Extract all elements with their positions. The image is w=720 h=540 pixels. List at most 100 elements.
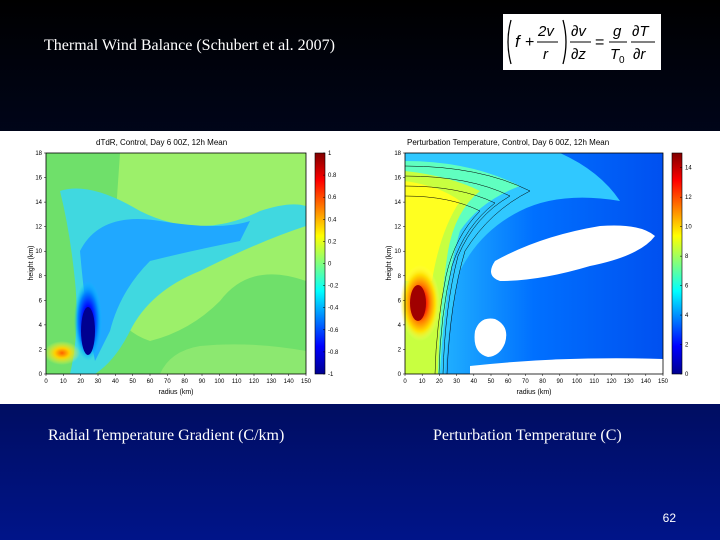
x-tick-label: 20 (77, 379, 84, 385)
x-tick-label: 80 (181, 379, 188, 385)
x-tick-label: 0 (403, 379, 407, 385)
eq-dr: ∂r (633, 46, 646, 63)
caption-perturbation-temp: Perturbation Temperature (C) (433, 427, 622, 444)
right-colorbar-ticks: 0 2 4 6 8 10 12 14 (680, 166, 692, 378)
right-xlabel: radius (km) (516, 389, 551, 396)
x-tick-label: 60 (505, 379, 512, 385)
y-tick-label: 10 (35, 249, 42, 255)
left-paren (507, 19, 512, 65)
figure-svg: dTdR, Control, Day 6 00Z, 12h Mean 0 10 20… (28, 138, 692, 396)
left-plot-frame (45, 152, 307, 375)
colorbar-tick-label: 0.4 (328, 217, 337, 223)
right-y-ticks: 0 2 4 6 8 10 12 14 16 18 (394, 151, 405, 378)
x-tick-label: 10 (60, 379, 67, 385)
equation-svg: f + 2v r ∂v ∂z = g T 0 ∂T ∂r (507, 19, 655, 66)
colorbar-tick-label: 1 (328, 151, 332, 157)
x-tick-label: 90 (199, 379, 206, 385)
y-tick-label: 4 (39, 323, 43, 329)
right-colorbar (671, 152, 683, 375)
y-tick-label: 12 (394, 225, 401, 231)
x-tick-label: 60 (147, 379, 154, 385)
x-tick-label: 150 (301, 379, 312, 385)
y-tick-label: 0 (39, 372, 43, 378)
left-plot: dTdR, Control, Day 6 00Z, 12h Mean 0 10 20… (28, 138, 339, 396)
x-tick-label: 80 (539, 379, 546, 385)
right-missing-upper (491, 225, 655, 281)
right-plot: Perturbation Temperature, Control, Day 6… (386, 138, 692, 396)
eq-2v: 2v (537, 23, 555, 40)
eq-dT: ∂T (632, 23, 650, 40)
caption-radial-gradient: Radial Temperature Gradient (C/km) (48, 427, 285, 444)
right-ylabel: height (km) (386, 245, 393, 280)
eq-dv: ∂v (571, 23, 587, 40)
left-y-ticks: 0 2 4 6 8 10 12 14 16 18 (35, 151, 46, 378)
x-tick-label: 70 (164, 379, 171, 385)
eq-equals: = (595, 34, 604, 51)
colorbar-tick-label: 12 (685, 195, 692, 201)
x-tick-label: 40 (112, 379, 119, 385)
y-tick-label: 16 (394, 176, 401, 182)
eq-g: g (613, 23, 622, 40)
y-tick-label: 8 (398, 274, 402, 280)
y-tick-label: 14 (35, 200, 42, 206)
y-tick-label: 8 (39, 274, 43, 280)
right-warm-core-center (410, 285, 426, 321)
right-x-ticks: 0 10 20 30 40 50 60 70 80 90 100 110 120 130 140 150 (403, 374, 669, 385)
y-tick-label: 12 (35, 225, 42, 231)
x-tick-label: 100 (214, 379, 225, 385)
eq-dz: ∂z (571, 46, 586, 63)
x-tick-label: 100 (572, 379, 583, 385)
x-tick-label: 110 (232, 379, 242, 385)
colorbar-tick-label: 0.8 (328, 173, 337, 179)
x-tick-label: 120 (606, 379, 617, 385)
y-tick-label: 4 (398, 323, 402, 329)
y-tick-label: 6 (39, 298, 43, 304)
left-positive-surface (44, 341, 80, 365)
y-tick-label: 10 (394, 249, 401, 255)
eq-f: f (515, 32, 522, 51)
right-missing-surface (470, 358, 663, 374)
left-colorbar-ticks: -1 -0.8 -0.6 -0.4 -0.2 0 0.2 0.4 0.6 0.8 1 (323, 151, 339, 378)
left-plot-title: dTdR, Control, Day 6 00Z, 12h Mean (96, 138, 227, 147)
colorbar-tick-label: -0.8 (328, 350, 339, 356)
x-tick-label: 130 (624, 379, 635, 385)
right-plot-frame (404, 152, 664, 375)
eq-T0-sub: 0 (619, 55, 625, 66)
x-tick-label: 150 (658, 379, 669, 385)
left-lower-region (160, 344, 306, 374)
colorbar-tick-label: 0 (328, 262, 332, 268)
x-tick-label: 130 (266, 379, 277, 385)
y-tick-label: 0 (398, 372, 402, 378)
colorbar-tick-label: 0.2 (328, 239, 337, 245)
eq-r: r (543, 46, 549, 63)
eq-T0-T: T (610, 46, 621, 63)
x-tick-label: 30 (95, 379, 102, 385)
x-tick-label: 140 (641, 379, 652, 385)
y-tick-label: 2 (398, 347, 402, 353)
left-ylabel: height (km) (28, 245, 35, 280)
colorbar-tick-label: 6 (685, 284, 689, 290)
colorbar-tick-label: 14 (685, 166, 692, 172)
x-tick-label: 140 (284, 379, 295, 385)
x-tick-label: 50 (488, 379, 495, 385)
y-tick-label: 18 (394, 151, 401, 157)
y-tick-label: 16 (35, 176, 42, 182)
y-tick-label: 18 (35, 151, 42, 157)
right-upper-yellow (405, 181, 460, 281)
x-tick-label: 50 (129, 379, 136, 385)
x-tick-label: 0 (44, 379, 48, 385)
colorbar-tick-label: -0.2 (328, 284, 339, 290)
colorbar-tick-label: -0.4 (328, 306, 339, 312)
x-tick-label: 70 (522, 379, 529, 385)
left-negative-core-center (81, 307, 95, 355)
right-plot-title: Perturbation Temperature, Control, Day 6… (407, 138, 609, 147)
y-tick-label: 6 (398, 298, 402, 304)
x-tick-label: 120 (249, 379, 260, 385)
colorbar-tick-label: 0.6 (328, 195, 337, 201)
right-contours (404, 165, 531, 375)
colorbar-tick-label: 4 (685, 313, 689, 319)
x-tick-label: 30 (453, 379, 460, 385)
left-blue-band (80, 219, 250, 361)
colorbar-tick-label: 0 (685, 372, 689, 378)
x-tick-label: 110 (589, 379, 599, 385)
